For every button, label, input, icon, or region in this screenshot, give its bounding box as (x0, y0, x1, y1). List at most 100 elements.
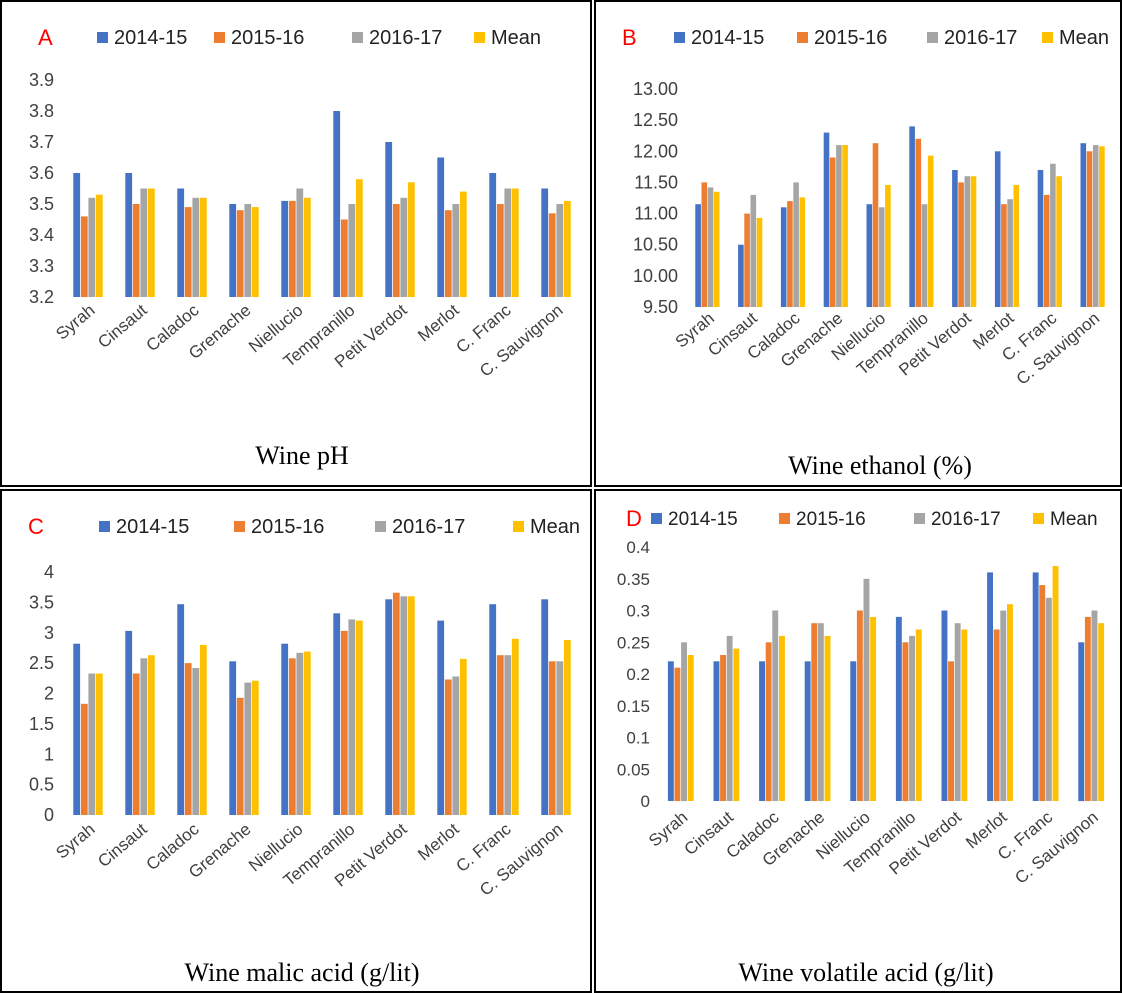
bar-2015-16 (392, 204, 400, 297)
bar-mean (779, 635, 785, 801)
legend-swatch (797, 32, 808, 43)
bar-2015-16 (1084, 616, 1091, 801)
bar-2016-17 (707, 187, 714, 307)
bar-2016-17 (88, 673, 96, 815)
bar-mean (459, 191, 467, 297)
y-tick-label: 0 (641, 792, 650, 811)
bar-mean (1013, 184, 1020, 307)
bar-2016-17 (400, 596, 408, 815)
y-tick-label: 11.00 (634, 204, 678, 224)
bar-2016-17 (348, 204, 356, 297)
bar-mean (147, 655, 155, 815)
bar-2016-17 (1007, 199, 1013, 307)
bar-2014-15 (125, 630, 133, 815)
bar-mean (407, 596, 415, 815)
chart-d: D 2014-15 2015-16 2016-17 Mean 0 0.05 0.1 0.15 0.… (617, 506, 1105, 987)
y-tick-label: 0.05 (617, 760, 650, 779)
bar-2016-17 (681, 642, 687, 802)
bar-2015-16 (829, 157, 836, 307)
bar-2015-16 (1001, 204, 1007, 307)
y-tick-label: 0.3 (626, 602, 650, 621)
legend-swatch (99, 521, 110, 532)
bar-2016-17 (954, 623, 961, 801)
bar-2014-15 (437, 157, 445, 297)
bar-2014-15 (866, 204, 873, 307)
bar-2015-16 (765, 642, 772, 802)
y-tick-label: 0.5 (29, 775, 54, 795)
y-tick-label: 12.50 (633, 110, 678, 130)
y-tick-label: 12.00 (633, 141, 678, 161)
bar-2016-17 (726, 635, 733, 801)
bar-2014-15 (541, 599, 549, 815)
bar-2015-16 (132, 204, 140, 297)
y-tick-label: 0.35 (617, 570, 650, 589)
bar-2014-15 (823, 132, 830, 307)
bar-2016-17 (921, 204, 928, 307)
panel-b: B 2014-15 2015-16 2016-17 Mean 9.50 10.00 10.50… (594, 0, 1122, 487)
legend-label: 2014-15 (116, 516, 189, 538)
bar-mean (95, 194, 103, 297)
legend-label: 2015-16 (231, 27, 304, 49)
bar-2016-17 (1091, 610, 1098, 801)
legend-swatch (779, 513, 790, 524)
legend-swatch (97, 32, 108, 43)
bar-2016-17 (244, 682, 252, 815)
bar-2016-17 (296, 652, 304, 815)
bar-mean (1056, 176, 1062, 307)
bar-mean (885, 184, 891, 307)
panel-a: A 2014-15 2015-16 2016-17 Mean 3.2 3.3 3.4 3.5 3.… (0, 0, 592, 487)
y-tick-label: 10.50 (633, 235, 678, 255)
bar-mean (1099, 146, 1105, 307)
bar-2016-17 (817, 623, 824, 801)
bar-2014-15 (909, 126, 915, 308)
panel-letter: B (622, 25, 637, 50)
legend-label: 2016-17 (944, 27, 1017, 49)
legend-label: Mean (530, 516, 580, 538)
y-tick-label: 3.5 (29, 194, 54, 214)
bar-2014-15 (333, 111, 341, 297)
bar-mean (251, 207, 259, 297)
bar-2015-16 (674, 667, 681, 801)
bar-2014-15 (489, 604, 497, 815)
bar-2015-16 (1039, 585, 1046, 801)
chart-caption: Wine malic acid (g/lit) (184, 958, 419, 987)
bar-2014-15 (281, 643, 289, 815)
bar-2015-16 (872, 143, 879, 307)
y-tick-label: 3.7 (29, 132, 54, 152)
y-tick-label: 10.00 (633, 266, 678, 286)
bar-mean (407, 182, 415, 297)
bar-mean (459, 658, 467, 815)
bar-2016-17 (793, 182, 799, 307)
bar-2015-16 (948, 661, 954, 801)
bar-mean (355, 620, 363, 815)
bar-2014-15 (994, 151, 1001, 307)
panel-letter: C (28, 514, 44, 539)
bar-2014-15 (780, 207, 787, 307)
bar-2016-17 (863, 578, 870, 801)
bar-2014-15 (73, 643, 81, 815)
chart-c: C 2014-15 2015-16 2016-17 Mean 0 0.5 1 1.5 2 2.5 3 3… (28, 514, 580, 987)
bar-2016-17 (964, 176, 971, 307)
x-tick-label: Syrah (52, 820, 98, 863)
panel-c: C 2014-15 2015-16 2016-17 Mean 0 0.5 1 1.5 2 2.5 3 3… (0, 489, 592, 993)
panel-letter: D (626, 506, 642, 531)
bar-mean (870, 616, 877, 801)
bar-2015-16 (236, 697, 244, 815)
panel-d: D 2014-15 2015-16 2016-17 Mean 0 0.05 0.1 0.15 0.… (594, 489, 1122, 993)
panel-letter: A (38, 25, 53, 50)
legend-swatch (674, 32, 685, 43)
x-tick-label: Cinsaut (94, 819, 151, 871)
bar-2015-16 (811, 623, 818, 801)
legend-label: 2016-17 (931, 509, 1001, 530)
bar-2014-15 (281, 200, 289, 297)
bar-2014-15 (489, 173, 497, 297)
bar-2015-16 (548, 213, 556, 297)
bar-2016-17 (504, 655, 512, 815)
bar-2014-15 (738, 244, 744, 307)
bar-2016-17 (909, 635, 915, 801)
bar-mean (1007, 604, 1013, 801)
bar-2016-17 (556, 661, 564, 815)
legend-label: 2016-17 (369, 27, 442, 49)
bar-2015-16 (1086, 151, 1093, 307)
y-tick-label: 3.2 (29, 287, 54, 307)
